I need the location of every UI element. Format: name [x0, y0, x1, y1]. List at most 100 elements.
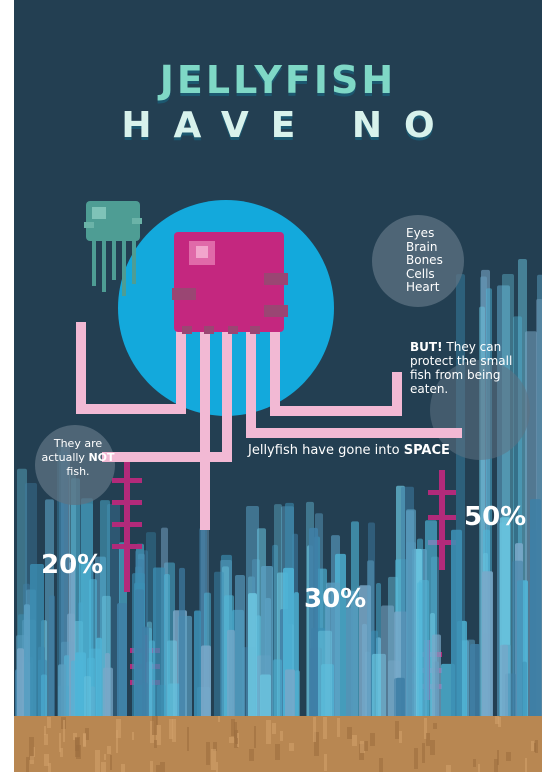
sand-stroke — [495, 716, 499, 724]
sand-stroke — [235, 738, 238, 744]
sand-stroke — [83, 734, 86, 746]
sand-stroke — [433, 723, 437, 729]
percent-30: 30% — [304, 584, 367, 614]
decor-bar — [248, 593, 257, 740]
decor-bar — [214, 571, 224, 740]
title-line-2: HAVE NO — [121, 105, 457, 146]
decor-bar — [24, 604, 30, 740]
decor-bar — [419, 579, 429, 740]
sand-stroke — [211, 749, 216, 770]
sand-stroke — [47, 717, 51, 728]
decor-bar — [142, 626, 149, 740]
sand-stroke — [272, 723, 276, 734]
sand-stroke — [169, 719, 173, 739]
sand-stroke — [44, 754, 49, 766]
sand-stroke — [364, 741, 368, 751]
decor-bar — [179, 567, 185, 740]
have-no-list: Eyes Brain Bones Cells Heart — [406, 226, 443, 295]
sand-stroke — [229, 737, 234, 743]
sand-stroke — [313, 717, 316, 742]
decor-bar — [470, 643, 480, 740]
sand-stroke — [63, 720, 65, 742]
sand-stroke — [213, 742, 217, 751]
sand-stroke — [525, 758, 527, 772]
but-fact-text: BUT! They can protect the small fish fro… — [410, 340, 520, 396]
sand-stroke — [160, 762, 165, 772]
sand-stroke — [44, 726, 46, 735]
sand-stroke — [323, 717, 327, 739]
sand-stroke — [29, 737, 34, 760]
sand-stroke — [152, 716, 157, 735]
sand-stroke — [44, 734, 48, 745]
sand-stroke — [275, 744, 280, 760]
space-body: Jellyfish have gone into — [248, 443, 404, 458]
sand-stroke — [426, 733, 430, 746]
sand-stroke — [446, 765, 451, 772]
sand-texture — [26, 716, 538, 772]
title-line-1: JELLYFISH — [159, 58, 397, 102]
sand-stroke — [506, 752, 511, 761]
sand-stroke — [535, 740, 538, 753]
not-fish-emphasis: NOT — [88, 451, 115, 464]
decor-bar — [49, 595, 55, 740]
percent-20: 20% — [41, 550, 104, 580]
decor-bar — [272, 544, 278, 740]
sand-stroke — [494, 759, 498, 772]
sand-stroke — [395, 721, 399, 739]
sand-stroke — [478, 764, 480, 772]
jellyfish-tentacles — [76, 322, 462, 530]
sand-stroke — [132, 732, 134, 740]
sand-stroke — [154, 740, 157, 748]
not-fish-post: fish. — [66, 465, 90, 478]
space-fact-text: Jellyfish have gone into SPACE — [248, 443, 450, 458]
decor-bar — [96, 637, 102, 740]
decor-bar — [432, 634, 441, 740]
but-lead: BUT! — [410, 340, 443, 354]
sand-stroke — [150, 761, 153, 772]
sand-stroke — [430, 740, 435, 755]
sand-stroke — [30, 756, 34, 764]
decor-bar — [164, 574, 170, 740]
decor-bar — [194, 610, 201, 740]
decor-bar — [235, 574, 245, 740]
decor-bar — [117, 603, 127, 740]
sand-stroke — [314, 732, 319, 756]
not-fish-pre: They are actually — [41, 437, 103, 464]
sand-stroke — [104, 754, 106, 760]
not-fish-text: They are actually NOT fish. — [40, 437, 116, 479]
sand-stroke — [414, 748, 418, 769]
have-no-list-circle — [372, 215, 464, 307]
poster-artwork — [14, 200, 542, 772]
sand-stroke — [107, 746, 111, 754]
sand-stroke — [370, 733, 375, 746]
sand-stroke — [218, 716, 220, 722]
have-no-item: Bones — [406, 253, 443, 267]
sand-stroke — [289, 743, 294, 751]
sand-stroke — [531, 741, 534, 751]
decor-bar — [149, 640, 155, 740]
sand-stroke — [352, 735, 357, 746]
sand-stroke — [73, 733, 77, 740]
sand-stroke — [234, 722, 237, 738]
sand-stroke — [187, 727, 189, 751]
sand-stroke — [121, 764, 125, 772]
decor-bar — [318, 630, 332, 740]
decor-bar — [346, 590, 358, 740]
sand-stroke — [497, 750, 499, 765]
percent-50: 50% — [464, 502, 527, 532]
decor-bar — [309, 527, 318, 740]
sand-stroke — [399, 731, 402, 743]
sand-stroke — [60, 748, 63, 757]
decor-bar — [30, 563, 44, 740]
sand-stroke — [360, 741, 365, 753]
decor-bar — [406, 509, 416, 740]
sand-stroke — [422, 743, 425, 763]
sand-stroke — [266, 720, 271, 744]
have-no-item: Heart — [406, 280, 440, 294]
sand-stroke — [324, 754, 327, 771]
sand-stroke — [498, 717, 501, 727]
sand-stroke — [216, 762, 218, 772]
have-no-item: Cells — [406, 266, 435, 281]
decor-bar — [482, 571, 493, 740]
but-body: They can protect the small fish from bei… — [410, 340, 513, 396]
